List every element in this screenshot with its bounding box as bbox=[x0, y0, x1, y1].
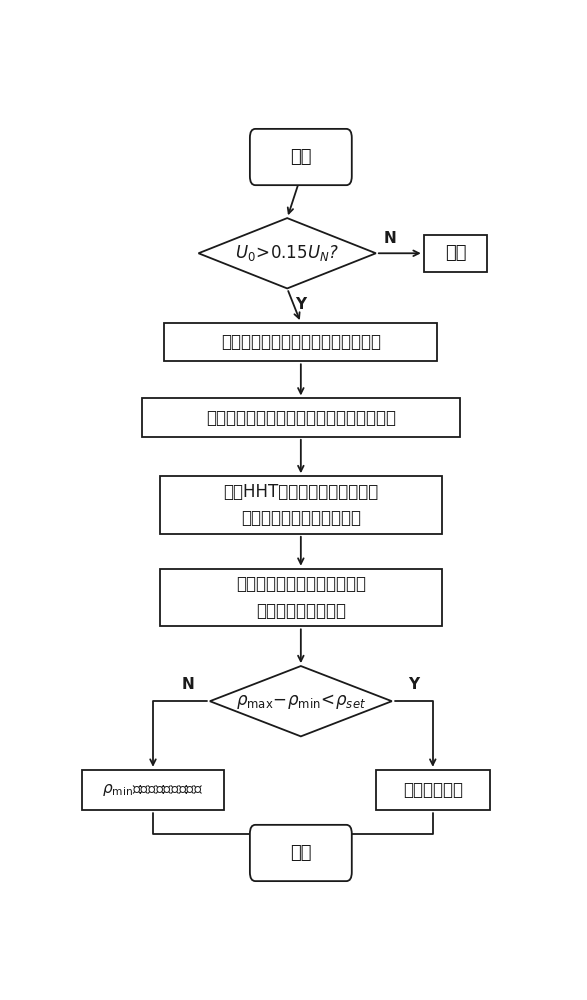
Text: N: N bbox=[383, 231, 396, 246]
Polygon shape bbox=[210, 666, 392, 736]
Text: 利用HHT算法提取各线路零序电
流纯故障分量中的高频分量: 利用HHT算法提取各线路零序电 流纯故障分量中的高频分量 bbox=[223, 483, 379, 527]
Bar bbox=[160, 476, 442, 534]
Text: N: N bbox=[181, 677, 194, 692]
Text: 返回: 返回 bbox=[445, 244, 466, 262]
Text: $\rho_{\mathrm{min}}$对应的线路接地故障: $\rho_{\mathrm{min}}$对应的线路接地故障 bbox=[102, 782, 204, 798]
Text: 开始: 开始 bbox=[290, 148, 312, 166]
FancyBboxPatch shape bbox=[250, 825, 352, 881]
Bar bbox=[160, 569, 442, 626]
Text: 对高频分量波形进行相关度分
析得到综合相关系数: 对高频分量波形进行相关度分 析得到综合相关系数 bbox=[236, 575, 366, 620]
Bar bbox=[424, 235, 487, 272]
Text: Y: Y bbox=[295, 297, 306, 312]
Text: $\rho_{\mathrm{max}}\!-\!\rho_{\mathrm{min}}\!<\!\rho_{\mathit{set}}$: $\rho_{\mathrm{max}}\!-\!\rho_{\mathrm{m… bbox=[236, 692, 366, 711]
FancyBboxPatch shape bbox=[250, 129, 352, 185]
Bar bbox=[164, 323, 437, 361]
Text: Y: Y bbox=[408, 677, 419, 692]
Text: 母线接地故障: 母线接地故障 bbox=[403, 781, 463, 799]
Bar bbox=[82, 770, 224, 810]
Polygon shape bbox=[198, 218, 376, 288]
Text: 结束: 结束 bbox=[290, 844, 312, 862]
Text: 对零序电流信号进行处理后得到纯故障分量: 对零序电流信号进行处理后得到纯故障分量 bbox=[206, 409, 396, 427]
Bar bbox=[141, 398, 460, 437]
Text: $U_0\!>\!0.15U_N$?: $U_0\!>\!0.15U_N$? bbox=[235, 243, 339, 263]
Bar bbox=[376, 770, 490, 810]
Text: 通过录波装置采集各线路的零序电流: 通过录波装置采集各线路的零序电流 bbox=[221, 333, 381, 351]
